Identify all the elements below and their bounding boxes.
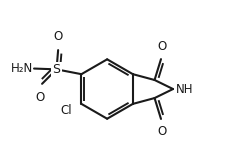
Text: S: S (53, 63, 60, 76)
Text: O: O (54, 30, 63, 43)
Text: Cl: Cl (60, 104, 72, 117)
Text: O: O (36, 91, 45, 104)
Text: H₂N: H₂N (11, 62, 33, 75)
Text: O: O (157, 40, 166, 53)
Text: NH: NH (176, 82, 193, 96)
Text: O: O (157, 125, 166, 138)
